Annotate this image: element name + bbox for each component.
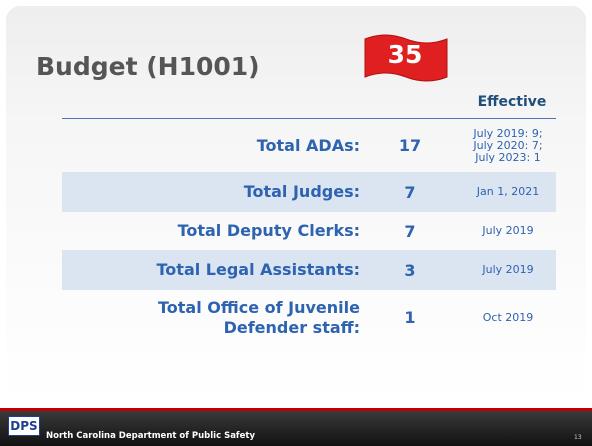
row-count: 7 bbox=[404, 182, 416, 202]
page-number: 13 bbox=[574, 434, 582, 441]
row-label: Total ADAs: bbox=[62, 136, 360, 156]
table-row: Total ADAs: 17 July 2019: 9; July 2020: 7; J… bbox=[62, 119, 556, 172]
row-count: 17 bbox=[398, 136, 422, 155]
effective-line: July 2019: 9; bbox=[473, 126, 543, 140]
effective-line: July 2023: 1 bbox=[475, 150, 541, 164]
table-row: Total Legal Assistants: 3 July 2019 bbox=[62, 250, 556, 290]
badge: 35 bbox=[387, 40, 423, 69]
row-effective: Jan 1, 2021 bbox=[460, 186, 556, 198]
row-effective: July 2019 bbox=[460, 264, 556, 276]
row-label: Total Legal Assistants: bbox=[62, 260, 360, 280]
row-effective: July 2019 bbox=[460, 225, 556, 237]
label-line: Total Office of Juvenile bbox=[158, 297, 360, 317]
table-row: Total Judges: 7 Jan 1, 2021 bbox=[62, 172, 556, 212]
row-count: 1 bbox=[404, 308, 416, 327]
row-effective: Oct 2019 bbox=[460, 310, 556, 324]
row-label: Total Judges: bbox=[62, 182, 360, 202]
row-label: Total Office of Juvenile Defender staff: bbox=[62, 298, 360, 338]
row-count: 3 bbox=[404, 260, 416, 280]
logo: DPS bbox=[8, 416, 40, 436]
row-effective: July 2019: 9; July 2020: 7; July 2023: 1 bbox=[460, 126, 556, 164]
flag bbox=[364, 34, 448, 82]
table: Total ADAs: 17 July 2019: 9; July 2020: 7; J… bbox=[62, 119, 556, 345]
row-count: 7 bbox=[404, 221, 416, 241]
title: Budget (H1001) bbox=[36, 52, 260, 81]
label-line: Total ADAs: bbox=[256, 135, 360, 155]
organization: North Carolina Department of Public Safe… bbox=[46, 431, 256, 441]
effective-line: July 2020: 7; bbox=[473, 138, 543, 152]
effective-line: July 2019 bbox=[482, 224, 534, 237]
table-row: Total Deputy Clerks: 7 July 2019 bbox=[62, 212, 556, 250]
header-rule bbox=[62, 118, 556, 119]
effective-line: July 2019 bbox=[482, 263, 534, 276]
footer bbox=[0, 411, 592, 446]
footer-rule bbox=[0, 408, 592, 411]
label-line: Total Legal Assistants: bbox=[156, 260, 360, 279]
effective-header: Effective bbox=[477, 94, 547, 110]
label-line: Defender staff: bbox=[223, 317, 360, 337]
effective-line: Oct 2019 bbox=[482, 310, 534, 324]
effective-line: Jan 1, 2021 bbox=[476, 185, 540, 198]
row-label: Total Deputy Clerks: bbox=[62, 221, 360, 241]
table-row: Total Office of Juvenile Defender staff: 1… bbox=[62, 290, 556, 345]
label-line: Total Deputy Clerks: bbox=[177, 221, 360, 240]
label-line: Total Judges: bbox=[243, 182, 360, 201]
